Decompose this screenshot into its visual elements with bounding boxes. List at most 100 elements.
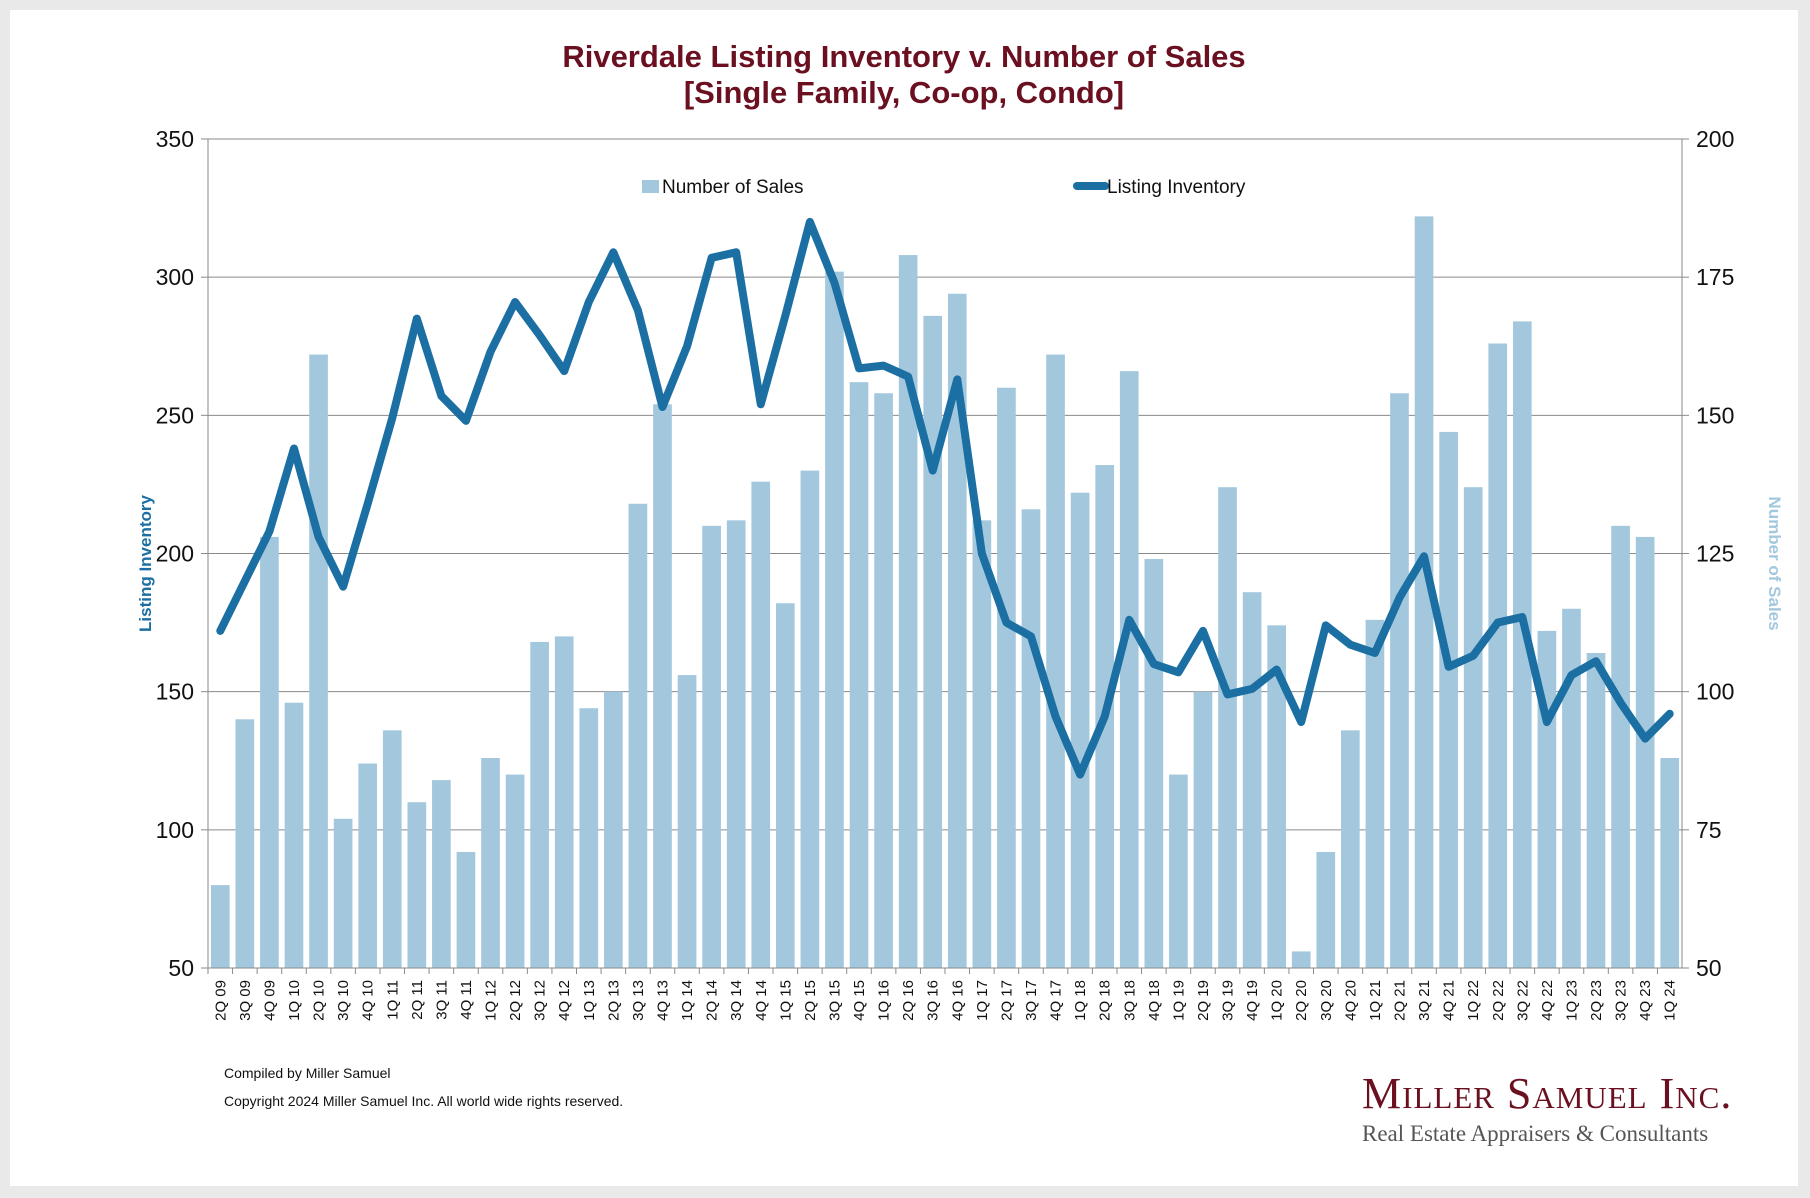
sales-bar bbox=[456, 851, 476, 968]
sales-bar bbox=[1193, 691, 1213, 968]
x-tick-label: 1Q 10 bbox=[286, 980, 303, 1021]
sales-bar bbox=[1390, 393, 1409, 968]
y-left-tick-label: 50 bbox=[168, 955, 194, 981]
sales-bar bbox=[825, 271, 844, 968]
y-left-tick-label: 300 bbox=[156, 264, 194, 290]
sales-bar bbox=[1463, 487, 1483, 968]
sales-bar bbox=[1070, 492, 1090, 968]
x-tick-label: 1Q 19 bbox=[1170, 980, 1187, 1021]
x-tick-label: 1Q 23 bbox=[1563, 980, 1580, 1021]
x-tick-label: 4Q 14 bbox=[753, 980, 770, 1021]
x-tick-label: 3Q 17 bbox=[1023, 980, 1040, 1021]
sales-bar bbox=[1119, 371, 1139, 968]
x-tick-label: 2Q 16 bbox=[900, 980, 917, 1021]
sales-bar bbox=[1316, 851, 1336, 968]
x-tick-label: 2Q 20 bbox=[1293, 980, 1310, 1021]
x-tick-label: 1Q 13 bbox=[581, 980, 598, 1021]
y-right-tick-label: 100 bbox=[1696, 679, 1734, 705]
sales-bar bbox=[481, 757, 500, 968]
sales-bar bbox=[726, 520, 746, 968]
sales-bar bbox=[898, 255, 918, 968]
y-right-tick-label: 200 bbox=[1696, 126, 1734, 152]
x-tick-label: 4Q 12 bbox=[556, 980, 573, 1021]
sales-bar bbox=[874, 393, 893, 968]
sales-bar bbox=[1242, 592, 1262, 968]
sales-bar bbox=[432, 780, 451, 968]
sales-bar bbox=[530, 641, 549, 968]
x-tick-label: 4Q 18 bbox=[1146, 980, 1163, 1021]
sales-bar bbox=[1046, 354, 1065, 968]
legend-label-inventory: Listing Inventory bbox=[1107, 177, 1246, 198]
x-tick-label: 1Q 21 bbox=[1367, 980, 1384, 1021]
x-tick-label: 1Q 24 bbox=[1662, 980, 1679, 1021]
sales-bar bbox=[1365, 619, 1385, 968]
x-tick-label: 3Q 14 bbox=[728, 980, 745, 1021]
x-tick-label: 1Q 12 bbox=[483, 980, 500, 1021]
x-tick-label: 2Q 10 bbox=[311, 980, 328, 1021]
x-tick-label: 2Q 17 bbox=[998, 980, 1015, 1021]
sales-bar bbox=[604, 691, 623, 968]
x-tick-label: 1Q 16 bbox=[876, 980, 893, 1021]
y-left-tick-label: 100 bbox=[156, 817, 194, 843]
sales-bar bbox=[1635, 536, 1655, 968]
x-tick-label: 1Q 14 bbox=[679, 980, 696, 1021]
x-tick-label: 2Q 11 bbox=[409, 980, 426, 1020]
x-tick-label: 3Q 15 bbox=[826, 980, 843, 1021]
x-tick-label: 3Q 13 bbox=[630, 980, 647, 1021]
x-tick-label: 1Q 18 bbox=[1072, 980, 1089, 1021]
sales-bar bbox=[407, 802, 427, 968]
sales-bar bbox=[1586, 652, 1606, 968]
y-left-tick-label: 250 bbox=[156, 402, 194, 428]
sales-bar bbox=[997, 387, 1016, 968]
logo-company-name: Miller Samuel Inc. bbox=[1362, 1069, 1733, 1118]
x-tick-label: 2Q 19 bbox=[1195, 980, 1212, 1021]
x-tick-label: 2Q 21 bbox=[1391, 980, 1408, 1021]
x-tick-label: 4Q 20 bbox=[1342, 980, 1359, 1021]
x-tick-label: 2Q 13 bbox=[605, 980, 622, 1021]
sales-bar bbox=[309, 354, 328, 968]
x-tick-label: 3Q 21 bbox=[1416, 980, 1433, 1021]
x-tick-label: 2Q 15 bbox=[802, 980, 819, 1021]
x-tick-label: 3Q 23 bbox=[1613, 980, 1630, 1021]
sales-bar bbox=[1169, 774, 1188, 968]
sales-bar bbox=[358, 763, 378, 968]
logo-tagline: Real Estate Appraisers & Consultants bbox=[1362, 1121, 1709, 1146]
chart: Riverdale Listing Inventory v. Number of… bbox=[136, 39, 1784, 1021]
y-left-tick-label: 350 bbox=[156, 126, 194, 152]
y-right-axis-title: Number of Sales bbox=[1765, 496, 1784, 630]
sales-bar bbox=[1218, 487, 1237, 968]
y-right-tick-label: 50 bbox=[1696, 955, 1722, 981]
sales-bar bbox=[1021, 509, 1041, 968]
sales-bar bbox=[702, 525, 721, 968]
x-tick-label: 3Q 20 bbox=[1318, 980, 1335, 1021]
sales-bar bbox=[923, 315, 943, 968]
chart-title-line: [Single Family, Co-op, Condo] bbox=[684, 75, 1124, 110]
sales-bar bbox=[947, 293, 967, 968]
sales-bar bbox=[1144, 559, 1164, 968]
sales-bar bbox=[284, 702, 304, 968]
sales-bar bbox=[677, 675, 697, 968]
x-tick-label: 4Q 17 bbox=[1048, 980, 1065, 1021]
sales-bar bbox=[1660, 757, 1680, 968]
sales-bar bbox=[333, 818, 353, 968]
sales-bar bbox=[1414, 216, 1434, 968]
x-tick-label: 1Q 17 bbox=[974, 980, 991, 1021]
x-tick-label: 1Q 20 bbox=[1269, 980, 1286, 1021]
sales-bar bbox=[554, 636, 574, 968]
x-tick-label: 4Q 13 bbox=[654, 980, 671, 1021]
y-left-tick-label: 150 bbox=[156, 679, 194, 705]
sales-bar bbox=[1291, 951, 1311, 968]
x-tick-label: 2Q 09 bbox=[212, 980, 229, 1021]
chart-title-line: Riverdale Listing Inventory v. Number of… bbox=[562, 39, 1245, 74]
x-tick-label: 3Q 10 bbox=[335, 980, 352, 1021]
sales-bar bbox=[849, 382, 869, 968]
sales-bar bbox=[1562, 608, 1581, 968]
x-tick-label: 4Q 11 bbox=[458, 980, 475, 1020]
sales-bar bbox=[505, 774, 525, 968]
sales-bar bbox=[1267, 625, 1286, 968]
x-tick-label: 3Q 16 bbox=[925, 980, 942, 1021]
x-tick-label: 2Q 14 bbox=[704, 980, 721, 1021]
x-tick-label: 1Q 15 bbox=[777, 980, 794, 1021]
x-tick-label: 2Q 23 bbox=[1588, 980, 1605, 1021]
sales-bar bbox=[235, 719, 255, 968]
